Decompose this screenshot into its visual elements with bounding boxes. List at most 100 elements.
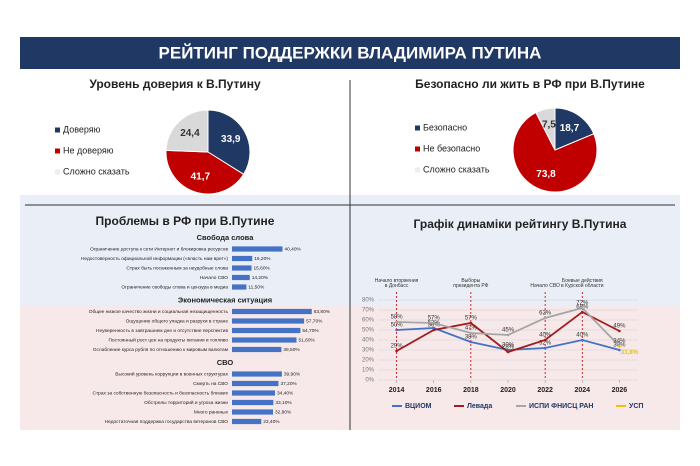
x-tick-label: 2014 xyxy=(389,387,405,394)
point-label: 49% xyxy=(613,324,626,330)
bar-value-label: 11,50% xyxy=(248,284,265,290)
series-point xyxy=(580,306,584,310)
bar xyxy=(232,409,273,415)
pie-slice xyxy=(554,107,595,151)
point-label: 62% xyxy=(539,311,552,317)
point-label: 30% xyxy=(502,343,515,349)
bar-category: Обстрелы территорий и угроза жизни xyxy=(144,399,228,406)
y-tick-label: 70% xyxy=(362,308,375,314)
bar-category: Ограничение свободы слова и цензура в ме… xyxy=(121,284,228,290)
bar xyxy=(232,318,305,324)
slice-label: 24,4 xyxy=(180,128,200,139)
bar-category: Страх за собственную безопасность и безо… xyxy=(93,390,229,396)
bar-value-label: 39,50% xyxy=(283,347,300,353)
x-tick-label: 2022 xyxy=(537,387,553,394)
bar-category: Недостоверность официальной информации (… xyxy=(81,255,228,262)
annotation-box: Начало СВО xyxy=(530,283,560,290)
series-point xyxy=(432,326,436,330)
bar xyxy=(232,390,275,396)
chart-title: Безопасно ли жить в РФ при В.Путине xyxy=(415,77,645,91)
series-point xyxy=(543,338,547,342)
point-label: 29% xyxy=(391,344,404,350)
bar-category: Ощущение общего упадка и разрухи в стран… xyxy=(126,318,229,324)
point-label: 50% xyxy=(391,323,404,329)
bar-value-label: 54,70% xyxy=(302,328,319,334)
point-label: 47% xyxy=(465,326,478,332)
series-point xyxy=(618,348,621,352)
bar-value-label: 51,60% xyxy=(299,337,316,343)
bar-category: Общее низкое качество жизни и социальная… xyxy=(89,309,229,315)
bar xyxy=(232,371,282,377)
slice-label: 7,5 xyxy=(542,119,556,130)
legend-label: Доверяю xyxy=(63,124,101,134)
annotation-box: Начало вторжения в Донбасс xyxy=(374,277,419,290)
bar-category: Смерть на СВО xyxy=(193,381,228,387)
bar-value-label: 32,80% xyxy=(275,409,292,415)
bar xyxy=(232,346,282,353)
point-label: 58% xyxy=(391,315,404,321)
bar xyxy=(232,418,262,425)
legend-label: ВЦИОМ xyxy=(405,403,432,410)
point-label: 45% xyxy=(502,328,515,334)
annotation-text: Начало вторжения в Донбасс xyxy=(374,277,419,290)
bar-value-label: 23,40% xyxy=(263,419,280,425)
series-point xyxy=(432,321,436,325)
bar xyxy=(232,337,297,343)
point-label: 40% xyxy=(576,333,589,339)
series-point xyxy=(506,333,510,337)
bar-category: Постоянный рост цен на продукты питания … xyxy=(108,336,228,343)
legend-label: Левада xyxy=(467,403,492,410)
pie-slice xyxy=(512,111,598,193)
legend-label: Безопасно xyxy=(423,122,467,132)
series-point xyxy=(395,349,398,353)
group-heading: СВО xyxy=(217,358,234,367)
legend-label: УСП xyxy=(629,403,643,410)
series-point xyxy=(432,328,436,332)
group-heading: Экономическая ситуация xyxy=(178,295,272,304)
point-label: 33,8% xyxy=(621,350,639,356)
point-label: 57% xyxy=(428,316,441,322)
series-point xyxy=(506,350,510,354)
bar xyxy=(232,255,253,262)
bar-value-label: 40,40% xyxy=(285,246,302,252)
x-tick-label: 2026 xyxy=(612,387,628,394)
legend-label: ИСПИ ФНИСЦ РАН xyxy=(529,403,593,410)
annotation-box: Боевые действия в Курской области xyxy=(561,278,604,289)
point-label: 32% xyxy=(539,341,552,347)
bar xyxy=(232,308,312,315)
legend-label: Не доверяю xyxy=(63,145,114,155)
bar-value-label: 15,60% xyxy=(254,265,271,271)
chart-title: Проблемы в РФ при В.Путине xyxy=(96,214,275,228)
y-tick-label: 80% xyxy=(362,298,375,304)
group-heading: Свобода слова xyxy=(197,233,255,242)
bar-value-label: 63,80% xyxy=(314,309,331,315)
y-tick-label: 60% xyxy=(362,318,375,324)
series-point xyxy=(618,344,621,348)
legend-label: Сложно сказать xyxy=(423,164,490,174)
series-point xyxy=(543,346,547,350)
slice-label: 41,7 xyxy=(191,172,211,183)
series-point xyxy=(469,331,473,335)
point-label: 34% xyxy=(613,339,626,345)
legend-swatch xyxy=(55,127,60,133)
y-tick-label: 30% xyxy=(362,348,375,354)
point-label: 40% xyxy=(539,333,552,339)
x-tick-label: 2018 xyxy=(463,387,479,394)
legend-swatch xyxy=(415,167,420,173)
annotation-box: Выборы президента РФ xyxy=(453,277,489,290)
annotation-text: Выборы президента РФ xyxy=(453,277,489,290)
series-point xyxy=(618,329,621,333)
annotation-text: Начало СВО xyxy=(530,283,560,290)
bar-category: Начало СВО xyxy=(200,275,229,281)
y-tick-label: 40% xyxy=(362,338,375,344)
point-label: 28% xyxy=(502,345,515,351)
series-point xyxy=(580,338,584,342)
point-label: 50% xyxy=(428,323,441,329)
bar-value-label: 14,20% xyxy=(252,275,269,281)
series-point xyxy=(469,340,473,344)
legend-swatch xyxy=(55,148,60,154)
bar-category: Много раненых xyxy=(194,409,229,415)
series-point xyxy=(395,328,398,332)
bar-value-label: 37,20% xyxy=(281,381,298,387)
